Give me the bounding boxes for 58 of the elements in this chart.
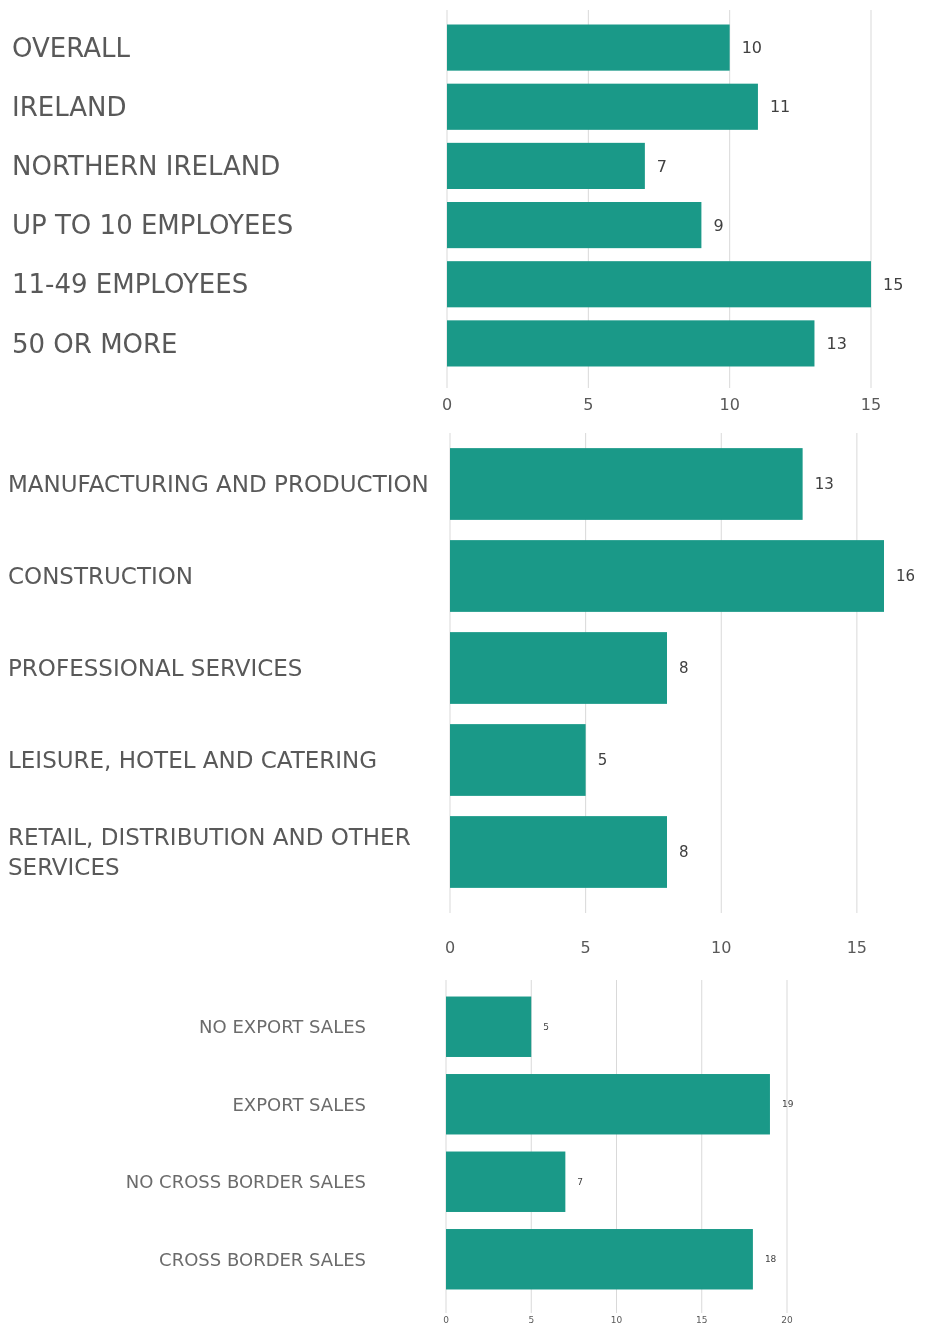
y-tick-label: PROFESSIONAL SERVICES — [8, 655, 303, 682]
x-tick-label: 5 — [580, 938, 591, 957]
data-label: 7 — [656, 156, 668, 176]
bar — [450, 632, 667, 704]
y-tick-label: NO EXPORT SALES — [199, 1016, 366, 1038]
y-tick-label: NO CROSS BORDER SALES — [125, 1171, 366, 1193]
y-tick-label: UP TO 10 EMPLOYEES — [12, 210, 294, 241]
y-tick-label: LEISURE, HOTEL AND CATERING — [8, 747, 378, 774]
data-label: 15 — [883, 274, 904, 294]
x-tick-label: 0 — [441, 395, 453, 414]
y-tick-label: IRELAND — [12, 91, 127, 122]
x-tick-label: 10 — [711, 938, 732, 957]
bar — [447, 83, 758, 130]
data-label: 11 — [769, 97, 791, 117]
y-tick-label: CROSS BORDER SALES — [159, 1248, 366, 1270]
y-tick-label: MANUFACTURING AND PRODUCTION — [8, 471, 429, 498]
x-tick-label: 15 — [860, 395, 882, 414]
data-label: 5 — [543, 1021, 549, 1032]
bar — [447, 320, 815, 367]
x-tick-label: 15 — [846, 938, 868, 957]
bar — [446, 996, 532, 1057]
bar — [450, 816, 667, 888]
bar — [446, 1074, 770, 1135]
y-tick-label: RETAIL, DISTRIBUTION AND OTHER SERVICES — [8, 824, 411, 880]
x-tick-label: 5 — [583, 395, 594, 414]
data-label: 19 — [781, 1099, 794, 1110]
y-tick-label: OVERALL — [12, 32, 131, 63]
bar — [450, 724, 586, 796]
x-tick-label: 0 — [444, 938, 456, 957]
bar — [446, 1151, 566, 1212]
y-tick-label: EXPORT SALES — [232, 1093, 366, 1115]
data-label: 8 — [679, 843, 689, 862]
data-label: 13 — [826, 334, 847, 354]
y-tick-label: 11-49 EMPLOYEES — [12, 269, 249, 300]
bar — [447, 261, 871, 308]
bar — [446, 1229, 753, 1290]
x-tick-label: 10 — [610, 1315, 623, 1325]
data-label: 9 — [713, 215, 724, 235]
bar — [447, 142, 645, 189]
data-label: 16 — [896, 567, 916, 586]
data-label: 10 — [741, 38, 763, 58]
x-tick-label: 15 — [696, 1315, 708, 1325]
data-label: 5 — [597, 751, 608, 770]
data-label: 13 — [814, 475, 834, 494]
data-label: 7 — [577, 1176, 584, 1187]
bar — [447, 202, 702, 249]
y-tick-label: NORTHERN IRELAND — [12, 151, 281, 182]
bar — [450, 540, 884, 612]
x-tick-label: 0 — [443, 1315, 450, 1325]
bar — [450, 448, 803, 520]
data-label: 18 — [764, 1254, 777, 1265]
data-label: 8 — [679, 659, 689, 678]
x-tick-label: 10 — [719, 395, 740, 414]
y-tick-label: CONSTRUCTION — [8, 563, 194, 590]
x-tick-label: 20 — [781, 1315, 793, 1325]
bar — [447, 24, 730, 71]
x-tick-label: 5 — [528, 1315, 535, 1325]
y-tick-label: 50 OR MORE — [12, 328, 178, 359]
